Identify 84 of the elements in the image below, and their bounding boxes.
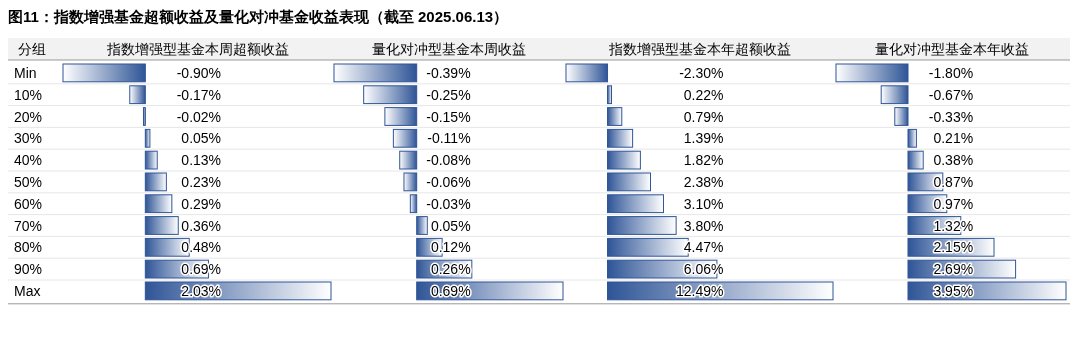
- data-label: -0.25%: [426, 86, 471, 103]
- data-label: 3.95%: [933, 282, 974, 299]
- bar: [144, 172, 167, 192]
- data-label: -0.08%: [426, 152, 471, 169]
- chart-subtitle: 指数增强型基金本年超额收益: [608, 41, 791, 57]
- y-tick-label: Max: [14, 282, 41, 299]
- data-label: 0.12%: [430, 239, 471, 256]
- chart-subtitle: 量化对冲型基金本年收益: [874, 41, 1029, 57]
- data-label: 0.38%: [933, 152, 974, 169]
- y-tick-label: 80%: [14, 239, 43, 256]
- data-label: -0.90%: [176, 64, 222, 81]
- bar: [565, 63, 609, 83]
- data-label: -2.30%: [679, 64, 724, 81]
- data-label: 1.82%: [683, 152, 724, 169]
- data-label: 6.06%: [683, 261, 724, 278]
- data-label: 2.69%: [933, 261, 974, 278]
- bar: [144, 128, 151, 148]
- y-tick-label: 20%: [14, 108, 43, 125]
- data-label: 0.22%: [683, 86, 724, 103]
- bar: [607, 172, 651, 192]
- y-tick-label: Min: [14, 64, 37, 81]
- bar: [835, 63, 909, 83]
- data-label: -0.06%: [426, 173, 471, 190]
- data-label: -1.80%: [928, 64, 974, 81]
- bar: [880, 85, 909, 105]
- y-axis-title: 分组: [18, 41, 46, 57]
- data-label: -0.39%: [426, 64, 471, 81]
- data-label: 0.36%: [181, 217, 222, 234]
- data-label: 3.80%: [683, 217, 724, 234]
- bar: [62, 63, 146, 83]
- y-tick-label: 70%: [14, 217, 43, 234]
- data-label: -0.03%: [426, 195, 471, 212]
- data-label: -0.15%: [426, 108, 471, 125]
- data-label: 0.05%: [430, 217, 471, 234]
- bar: [129, 85, 146, 105]
- data-label: 2.38%: [683, 173, 724, 190]
- bar: [416, 216, 428, 235]
- y-tick-label: 60%: [14, 195, 43, 212]
- data-label: 2.03%: [181, 282, 222, 299]
- data-label: 0.13%: [181, 152, 222, 169]
- data-label: 2.15%: [933, 239, 974, 256]
- data-label: -0.02%: [176, 108, 222, 125]
- bar: [144, 150, 158, 170]
- bar: [607, 85, 612, 105]
- bar: [363, 85, 418, 105]
- data-label: -0.17%: [176, 86, 222, 103]
- chart-subtitle: 指数增强型基金本周超额收益: [105, 41, 289, 57]
- bar: [607, 107, 623, 126]
- data-label: 3.10%: [683, 195, 724, 212]
- data-label: 0.21%: [933, 130, 974, 147]
- data-label: 0.23%: [181, 173, 222, 190]
- data-label: 0.26%: [430, 261, 471, 278]
- bar: [403, 172, 418, 192]
- y-tick-label: 40%: [14, 152, 43, 169]
- data-label: -0.11%: [427, 130, 471, 147]
- data-label: 12.49%: [676, 282, 724, 299]
- bar: [607, 194, 664, 214]
- bar: [907, 150, 924, 170]
- data-label: -0.67%: [928, 86, 974, 103]
- chart-title: 图11：指数增强基金超额收益及量化对冲基金收益表现（截至 2025.06.13）: [8, 8, 509, 25]
- data-label: 1.39%: [683, 130, 724, 147]
- bar: [144, 216, 179, 235]
- bar: [144, 194, 173, 214]
- y-tick-label: 10%: [14, 86, 43, 103]
- y-tick-label: 50%: [14, 173, 43, 190]
- bar: [607, 150, 641, 170]
- bar: [607, 128, 634, 148]
- bar: [907, 128, 917, 148]
- bar: [384, 107, 418, 126]
- data-label: 0.05%: [181, 130, 222, 147]
- bar: [399, 150, 418, 170]
- y-tick-label: 90%: [14, 261, 43, 278]
- chart-subtitle: 量化对冲型基金本周收益: [372, 41, 526, 57]
- bar: [333, 63, 418, 83]
- data-label: 0.69%: [430, 282, 471, 299]
- data-label: 0.79%: [683, 108, 724, 125]
- bar: [409, 194, 418, 214]
- y-tick-label: 30%: [14, 130, 43, 147]
- data-label: -0.33%: [928, 108, 974, 125]
- bar: [894, 107, 909, 126]
- bar: [607, 216, 677, 235]
- bar: [392, 128, 418, 148]
- data-label: 1.32%: [933, 217, 974, 234]
- data-label: 0.29%: [181, 195, 222, 212]
